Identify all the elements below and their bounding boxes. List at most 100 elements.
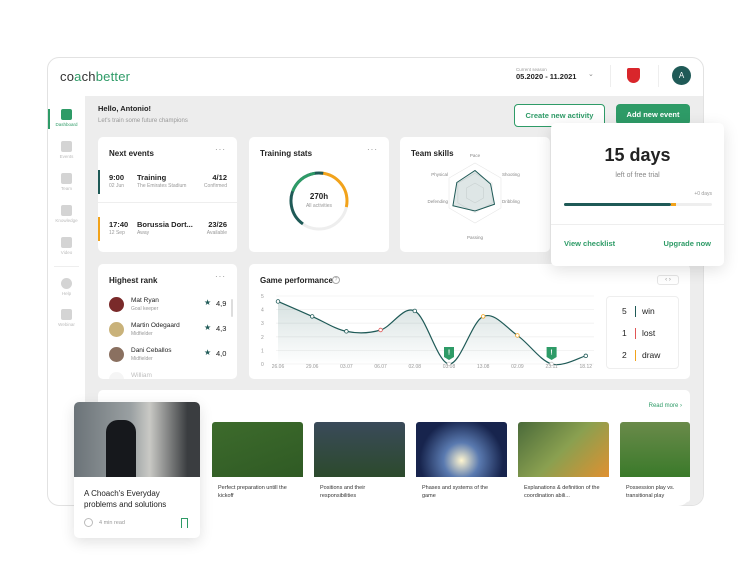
article-title: Phases and systems of the game [422,485,489,499]
dashboard-icon [61,109,72,120]
data-point-draw [480,314,486,319]
chevron-down-icon[interactable]: ⌄ [588,71,594,78]
performance-line [277,300,586,366]
add-event-button[interactable]: Add new event [616,104,690,125]
help-icon[interactable]: ? [332,276,340,284]
ball-icon [61,173,72,184]
read-more-link[interactable]: Read more › [648,403,682,409]
event-row[interactable]: 9:00 02 Jun Training The Emirates Stadium 4/… [98,170,237,194]
article-title: Possession play vs. transitional play [626,485,675,499]
sidebar-item-label: Knowledge [55,218,78,223]
graduation-cap-icon [61,205,72,216]
player-row[interactable]: Dani Ceballos Midfielder ★ 4,0 [98,346,237,366]
training-stats-card: Training stats ··· 270h All activities [249,137,389,252]
player-rating: 4,9 [216,299,227,308]
more-menu-button[interactable]: ··· [215,145,226,154]
sidebar-item-dashboard[interactable]: Dashboard [48,109,85,129]
team-skills-card: Team skills Pace Shooting Dribbling Passing… [400,137,550,252]
play-icon [61,237,72,248]
star-icon: ★ [204,323,212,332]
article-card[interactable]: Explanations & definition of the coordin… [518,422,609,502]
club-crest-icon[interactable] [627,68,640,83]
scrollbar[interactable] [231,299,233,317]
divider [54,266,79,267]
player-row[interactable]: William [98,371,237,379]
divider [551,224,724,225]
article-title: Explanations & definition of the coordin… [524,485,600,499]
article-card[interactable]: Perfect preparation untill the kickoff [212,422,303,502]
data-point-win [275,299,281,304]
result-win: 5 win [622,306,677,318]
chart-pager[interactable]: ‹ › [657,275,679,285]
sidebar: Dashboard Events Team Knowledge Video Help Web… [48,96,85,505]
star-icon: ★ [204,298,212,307]
sidebar-item-webinar[interactable]: Webinar [48,309,85,327]
article-image [620,422,690,477]
more-menu-button[interactable]: ··· [215,272,226,281]
event-name: Borussia Dort... [137,220,193,229]
player-name: William [131,372,152,379]
player-name: Martin Odegaard [131,322,180,329]
data-point-win [412,308,417,314]
alert-marker-icon [546,347,557,360]
featured-article-card[interactable]: A Choach's Everyday problems and solutio… [74,402,200,538]
skill-axis-label: Dribbling [502,199,520,204]
logo[interactable]: coachbetter [60,69,131,84]
card-title: Team skills [411,149,454,158]
clock-icon [84,518,93,527]
sidebar-item-help[interactable]: Help [48,278,85,296]
data-point-win [583,353,588,359]
more-menu-button[interactable]: ··· [367,145,378,154]
bookmark-icon[interactable] [181,518,188,528]
sidebar-item-events[interactable]: Events [48,141,85,159]
article-title: Perfect preparation untill the kickoff [218,485,287,499]
event-place: Away [137,230,150,236]
avatar[interactable]: A [672,66,691,85]
event-name: Training [137,173,167,182]
upgrade-now-link[interactable]: Upgrade now [663,239,711,248]
chevron-left-icon[interactable]: ‹ [665,277,668,283]
x-tick-label: 02.09 [511,364,524,370]
event-color-bar [98,170,100,194]
season-value: 05.2020 - 11.2021 [516,72,577,81]
season-selector[interactable]: Current season 05.2020 - 11.2021 [516,67,576,81]
result-color-bar [635,350,636,361]
trial-subtitle: left of free trial [615,172,660,179]
sidebar-item-knowledge[interactable]: Knowledge [48,205,85,223]
article-card[interactable]: Positions and their responsibilities [314,422,405,502]
x-tick-label: 06.07 [374,364,387,370]
view-checklist-link[interactable]: View checklist [564,239,616,248]
chevron-right-icon[interactable]: › [668,277,671,283]
card-title: Training stats [260,149,313,158]
performance-chart: 0 1 2 3 4 5 26.06 29.06 03.07 06.07 02.08! 03.08 13.… [261,294,594,370]
y-tick-label: 5 [261,294,264,300]
activities-donut [289,171,349,231]
player-row[interactable]: Mat Ryan Goal keeper ★ 4,9 [98,296,237,316]
event-row[interactable]: 17:40 12 Sep Borussia Dort... Away 23/26 Avai… [98,217,237,241]
data-point-win [344,329,349,334]
alert-marker-icon [444,347,454,360]
help-icon [61,278,72,289]
article-image [74,402,200,477]
article-card[interactable]: Possession play vs. transitional play [620,422,690,502]
result-color-bar [635,328,636,339]
article-card[interactable]: Phases and systems of the game [416,422,507,502]
player-row[interactable]: Martin Odegaard Midfielder ★ 4,3 [98,321,237,341]
card-title: Next events [109,149,154,158]
result-label: win [642,306,655,316]
player-role: Midfielder [131,331,153,337]
skills-radar: Pace Shooting Dribbling Passing Defending Phy… [427,153,520,240]
skill-axis-label: Passing [467,235,484,240]
sidebar-item-team[interactable]: Team [48,173,85,191]
trial-progress [564,203,712,206]
data-point-win [310,314,315,319]
results-legend: 5 win 1 lost 2 draw [606,296,679,369]
sidebar-item-label: Help [61,291,72,296]
sidebar-item-label: Dashboard [55,122,78,127]
article-image [518,422,609,477]
divider [98,202,237,203]
read-time: 4 min read [99,520,125,526]
sidebar-item-label: Webinar [58,322,75,327]
sidebar-item-video[interactable]: Video [48,237,85,255]
player-rating: 4,3 [216,324,227,333]
